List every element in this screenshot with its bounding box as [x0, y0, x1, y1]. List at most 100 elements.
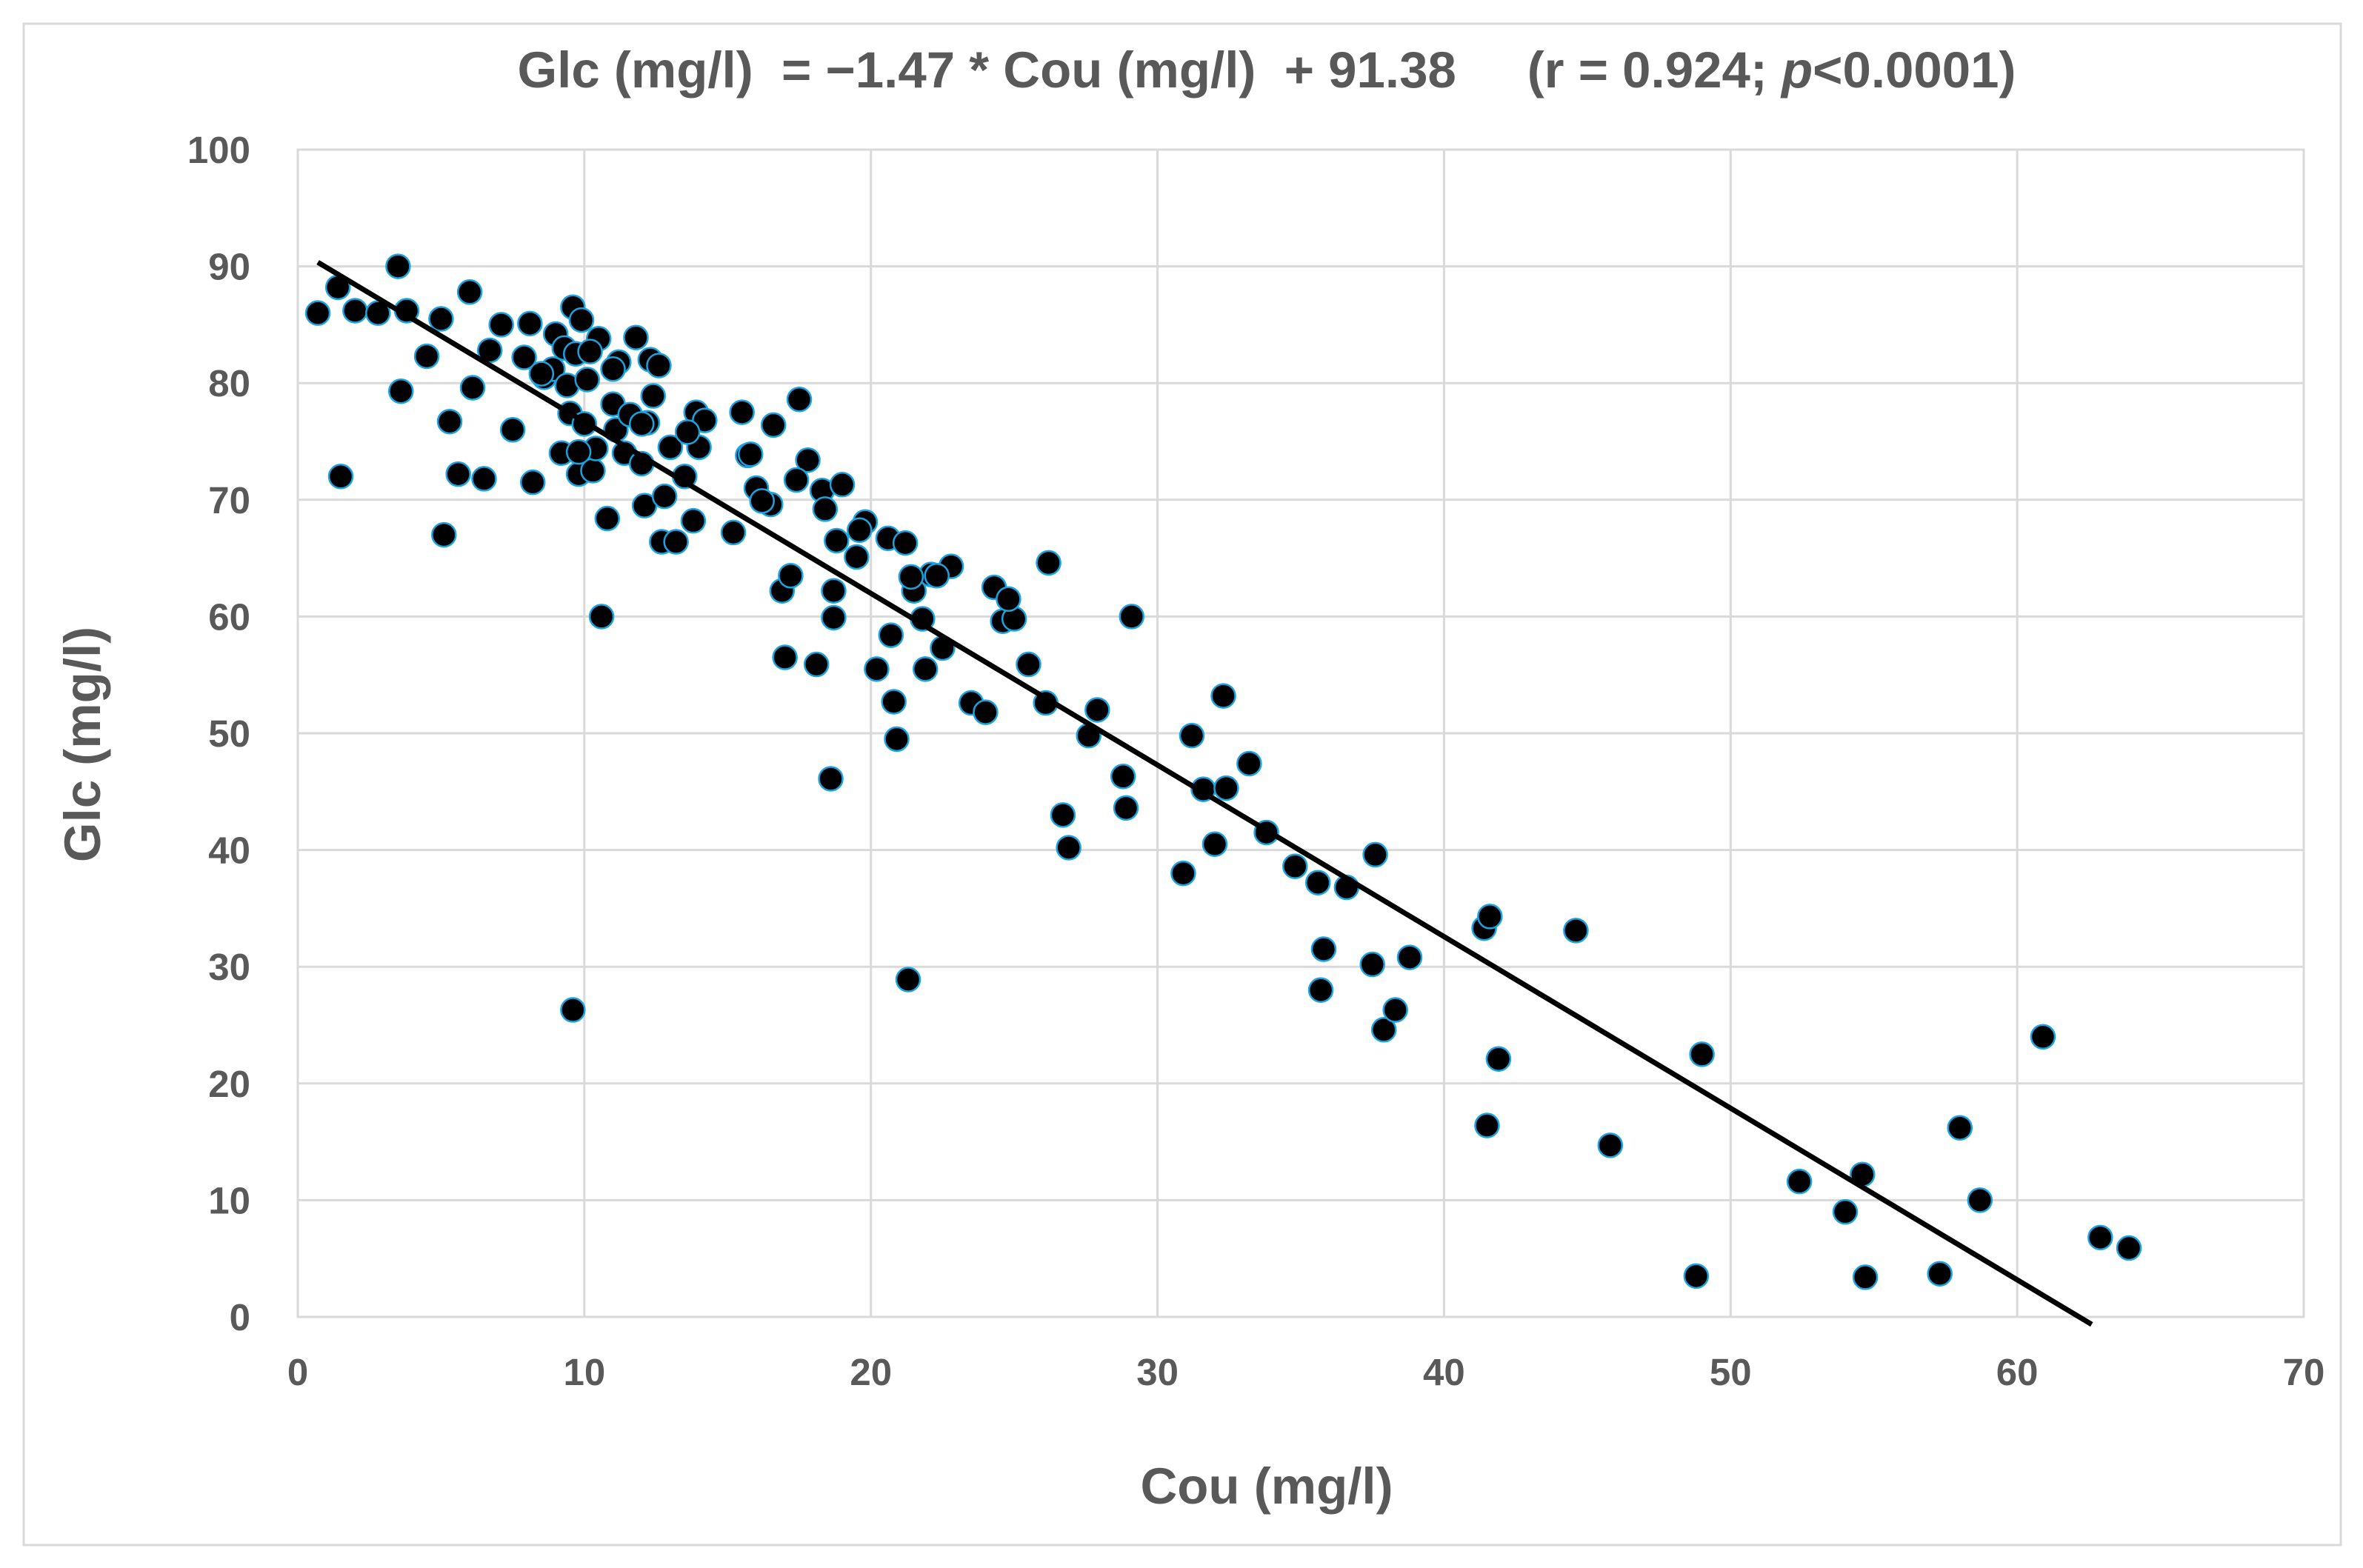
data-point [1563, 918, 1589, 944]
data-point [488, 312, 514, 338]
y-tick-label: 0 [230, 1296, 250, 1338]
data-point [996, 586, 1021, 613]
data-point [1597, 1132, 1624, 1158]
y-tick-label: 10 [208, 1179, 250, 1221]
data-point [1213, 775, 1239, 801]
data-point [1119, 604, 1145, 630]
x-tick-label: 30 [1136, 1351, 1179, 1393]
data-point [459, 375, 486, 401]
x-tick-label: 10 [563, 1351, 605, 1393]
x-tick-label: 70 [2283, 1351, 2325, 1393]
data-point [898, 564, 924, 590]
data-point [1362, 841, 1388, 868]
data-point [821, 578, 847, 604]
chart-title-stats-prefix: (r = 0.924; [1527, 41, 1782, 99]
data-point [1477, 904, 1503, 930]
data-point [560, 997, 586, 1023]
data-point [431, 521, 457, 548]
data-point [1202, 831, 1228, 857]
data-point [517, 310, 543, 337]
data-point [1485, 1046, 1512, 1072]
data-point [1179, 722, 1205, 749]
data-point [878, 622, 904, 648]
chart-title: Glc (mg/l) = −1.47 * Cou (mg/l) + 91.38 … [518, 41, 2016, 99]
data-point [1474, 1112, 1500, 1138]
data-point [436, 408, 463, 435]
data-point [1689, 1041, 1715, 1067]
data-point [973, 699, 999, 725]
y-tick-label: 50 [208, 713, 250, 755]
data-point [1359, 951, 1385, 978]
data-point [783, 467, 810, 493]
data-point [844, 544, 870, 570]
data-point [895, 967, 921, 992]
data-point [846, 517, 873, 544]
data-point [812, 496, 839, 522]
data-point [1236, 750, 1262, 777]
data-point [864, 656, 890, 682]
data-point [884, 726, 910, 753]
data-point [600, 356, 626, 382]
y-tick-label: 60 [208, 595, 250, 638]
data-point [1110, 764, 1136, 790]
data-point [628, 411, 655, 437]
y-axis-title: Glc (mg/l) [54, 627, 111, 862]
data-point [778, 562, 804, 589]
data-point [471, 466, 497, 492]
x-tick-label: 20 [850, 1351, 892, 1393]
data-point [568, 307, 595, 333]
data-point [1310, 936, 1337, 962]
data-point [385, 253, 411, 279]
data-point [640, 383, 666, 409]
data-point [1050, 802, 1076, 828]
data-point [674, 419, 701, 445]
data-point [892, 530, 919, 556]
data-point [795, 447, 821, 473]
data-point [342, 298, 368, 324]
data-point [1036, 550, 1061, 576]
data-point [829, 472, 856, 498]
data-point [445, 461, 471, 487]
data-point [803, 651, 830, 678]
data-point [1683, 1263, 1710, 1290]
data-point [388, 378, 414, 404]
x-tick-label: 40 [1423, 1351, 1465, 1393]
data-point [912, 656, 939, 682]
data-point [737, 441, 764, 467]
data-point [824, 527, 850, 554]
data-point [729, 399, 755, 425]
data-point [749, 488, 775, 514]
x-tick-label: 60 [1996, 1351, 2039, 1393]
data-point [1927, 1261, 1953, 1287]
chart-border [22, 22, 2342, 1547]
data-point [456, 279, 483, 305]
y-tick-label: 30 [208, 946, 250, 988]
data-point [1304, 870, 1331, 895]
data-point [772, 644, 798, 670]
data-point [1056, 835, 1081, 861]
data-point [646, 353, 672, 378]
data-point [577, 338, 603, 364]
chart-title-stats-p: p [1780, 41, 1813, 99]
data-point [2087, 1224, 2113, 1251]
data-point [1282, 853, 1308, 879]
data-point [663, 529, 689, 555]
data-point [1947, 1115, 1973, 1141]
data-point [1170, 860, 1196, 887]
data-point [657, 434, 684, 461]
x-tick-label: 50 [1710, 1351, 1752, 1393]
y-tick-labels: 0 10 20 30 40 50 60 70 80 90 100 [187, 129, 250, 1338]
data-point [511, 344, 537, 370]
data-point [1396, 944, 1423, 970]
y-tick-label: 40 [208, 830, 250, 872]
data-point [1786, 1168, 1813, 1195]
data-point [680, 507, 707, 534]
data-point [304, 300, 331, 326]
data-point [821, 604, 847, 631]
y-tick-label: 70 [208, 479, 250, 521]
data-point [594, 505, 621, 532]
data-point [588, 604, 615, 630]
data-point [413, 343, 440, 370]
data-point [818, 766, 844, 792]
trendline [316, 260, 2093, 1327]
